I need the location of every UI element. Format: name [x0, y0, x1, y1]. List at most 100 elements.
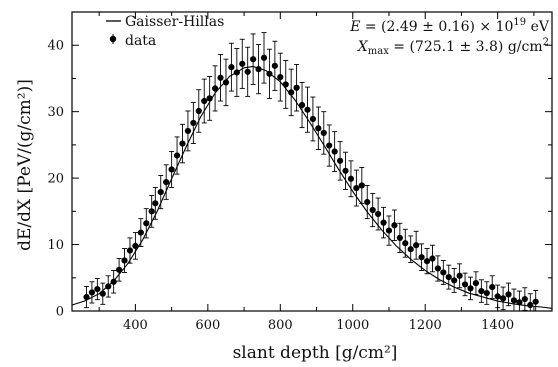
- data-point: [83, 293, 90, 301]
- y-axis-label: dE/dX [PeV/(g/cm²)]: [15, 79, 35, 251]
- data-point: [222, 79, 230, 86]
- data-point: [288, 89, 295, 96]
- data-point: [195, 107, 202, 115]
- data-point: [157, 188, 164, 196]
- data-point: [143, 220, 150, 227]
- data-point: [347, 175, 355, 182]
- data-point: [483, 289, 490, 297]
- data-point: [168, 166, 175, 173]
- data-point: [467, 285, 474, 292]
- data-point: [396, 234, 403, 242]
- y-tick-label: 0: [56, 305, 64, 320]
- data-point: [353, 184, 360, 192]
- data-point: [206, 95, 213, 102]
- legend-label-data: data: [125, 33, 156, 49]
- legend-point-swatch: [109, 35, 117, 43]
- legend: Gaisser-Hillas data: [106, 14, 224, 49]
- data-point: [217, 74, 224, 81]
- gaisser-hillas-fit-line: [71, 65, 553, 309]
- data-point: [228, 64, 235, 71]
- data-point: [99, 290, 106, 297]
- data-point: [201, 97, 208, 105]
- data-point: [380, 219, 387, 226]
- data-point: [173, 152, 181, 159]
- data-point: [385, 227, 393, 234]
- data-point: [456, 272, 463, 279]
- data-point: [445, 274, 452, 281]
- data-point: [320, 129, 327, 137]
- data-point: [402, 240, 409, 247]
- data-point: [211, 85, 219, 92]
- data-point: [94, 285, 101, 293]
- data-point: [304, 106, 311, 113]
- data-point: [440, 269, 447, 276]
- data-point: [407, 246, 414, 253]
- data-point: [137, 229, 144, 236]
- data-point: [413, 242, 420, 249]
- x-tick-label: 600: [195, 318, 220, 333]
- data-point: [309, 115, 317, 123]
- data-point: [293, 84, 300, 91]
- data-point: [429, 255, 436, 262]
- data-point: [461, 281, 469, 288]
- data-point: [391, 222, 398, 229]
- data-point: [255, 66, 262, 73]
- data-point: [190, 119, 197, 127]
- data-point: [358, 182, 365, 189]
- y-tick-label: 40: [47, 39, 64, 54]
- data-point: [277, 74, 284, 81]
- data-point: [233, 69, 240, 76]
- data-point: [494, 293, 501, 300]
- data-point: [516, 299, 523, 306]
- data-point: [163, 178, 170, 186]
- data-point: [115, 266, 123, 273]
- data-point: [266, 70, 273, 77]
- data-layer: [71, 32, 553, 312]
- data-point: [132, 242, 139, 249]
- data-point: [239, 60, 246, 67]
- data-point: [527, 301, 534, 309]
- data-point: [331, 148, 338, 155]
- data-point: [244, 68, 251, 75]
- x-tick-label: 1200: [409, 318, 442, 333]
- data-point: [282, 81, 289, 88]
- data-point: [105, 283, 112, 290]
- annotation-xmax: Xmax = (725.1 ± 3.8) g/cm2: [357, 37, 549, 57]
- data-point: [179, 140, 186, 147]
- data-point: [336, 157, 344, 164]
- data-point: [326, 142, 333, 149]
- x-tick-label: 1400: [481, 318, 514, 333]
- data-point: [88, 289, 96, 296]
- data-point: [126, 247, 134, 254]
- data-point: [148, 208, 155, 215]
- y-tick-label: 10: [47, 238, 64, 253]
- legend-label-gaisser-hillas: Gaisser-Hillas: [125, 14, 224, 30]
- data-point: [499, 295, 507, 302]
- data-point: [152, 200, 159, 207]
- axes: 400 600 800 1000 1200 1400 0 10 20 30 40: [47, 11, 553, 333]
- data-point: [121, 257, 128, 264]
- x-tick-label: 1000: [336, 318, 369, 333]
- y-tick-label: 20: [47, 172, 64, 187]
- data-point: [342, 167, 349, 174]
- data-point: [369, 206, 376, 214]
- data-point: [434, 265, 441, 272]
- data-point: [451, 277, 458, 284]
- data-point: [423, 258, 431, 265]
- data-point: [489, 283, 496, 291]
- data-point: [478, 287, 485, 295]
- fit-annotations: E = (2.49 ± 0.16) × 1019 eV Xmax = (725.…: [349, 17, 550, 57]
- data-point: [271, 62, 278, 69]
- data-point: [505, 291, 512, 298]
- data-point: [472, 279, 480, 287]
- data-point: [375, 210, 382, 218]
- data-point: [521, 295, 528, 303]
- data-point: [532, 298, 539, 305]
- x-axis-label: slant depth [g/cm²]: [233, 343, 398, 363]
- data-point: [298, 101, 306, 109]
- data-point: [110, 278, 117, 285]
- plot-frame: [71, 11, 553, 312]
- data-point: [184, 127, 192, 135]
- data-point: [315, 125, 322, 132]
